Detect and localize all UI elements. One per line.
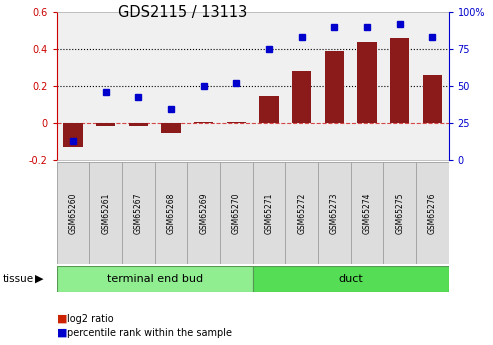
Bar [187, 162, 220, 264]
Bar [351, 162, 383, 264]
Text: GSM65267: GSM65267 [134, 192, 143, 234]
Bar [390, 38, 409, 123]
Text: GSM65273: GSM65273 [330, 192, 339, 234]
Bar [357, 42, 377, 123]
Bar [89, 162, 122, 264]
Text: GSM65271: GSM65271 [264, 193, 274, 234]
Text: GDS2115 / 13113: GDS2115 / 13113 [118, 5, 247, 20]
Text: GSM65260: GSM65260 [69, 192, 77, 234]
Bar [57, 162, 89, 264]
Bar [252, 162, 285, 264]
Bar [423, 75, 442, 123]
Text: GSM65276: GSM65276 [428, 192, 437, 234]
Text: ▶: ▶ [35, 274, 44, 284]
Bar [155, 162, 187, 264]
Bar [161, 123, 181, 132]
Text: GSM65268: GSM65268 [167, 193, 176, 234]
Bar [416, 162, 449, 264]
Text: ■: ■ [57, 314, 67, 324]
Text: GSM65270: GSM65270 [232, 192, 241, 234]
Bar [383, 162, 416, 264]
Bar [194, 122, 213, 123]
Text: GSM65269: GSM65269 [199, 192, 208, 234]
Text: ■: ■ [57, 328, 67, 338]
Text: GSM65274: GSM65274 [362, 192, 372, 234]
Bar [318, 162, 351, 264]
Bar [285, 162, 318, 264]
Text: GSM65261: GSM65261 [101, 193, 110, 234]
Bar [96, 123, 115, 126]
Text: log2 ratio: log2 ratio [67, 314, 113, 324]
Text: tissue: tissue [2, 274, 34, 284]
Bar [226, 122, 246, 123]
Bar [57, 266, 252, 292]
Bar [220, 162, 252, 264]
Bar [129, 123, 148, 126]
Bar [259, 96, 279, 123]
Bar [63, 123, 83, 147]
Text: terminal end bud: terminal end bud [106, 274, 203, 284]
Bar [252, 266, 449, 292]
Text: percentile rank within the sample: percentile rank within the sample [67, 328, 232, 338]
Text: GSM65275: GSM65275 [395, 192, 404, 234]
Text: duct: duct [338, 274, 363, 284]
Bar [122, 162, 155, 264]
Bar [324, 51, 344, 123]
Bar [292, 71, 312, 123]
Text: GSM65272: GSM65272 [297, 193, 306, 234]
